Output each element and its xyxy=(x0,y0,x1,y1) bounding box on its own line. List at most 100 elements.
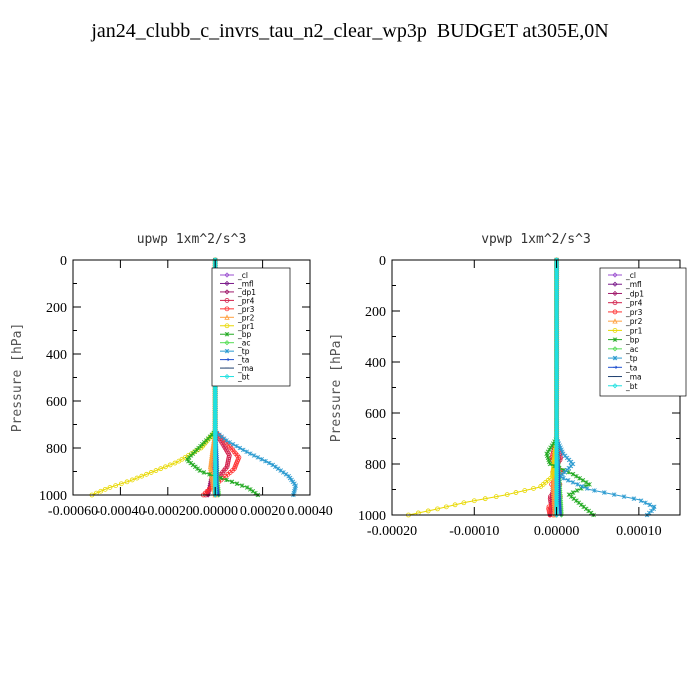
data-point xyxy=(144,471,149,477)
x-tick-label: -0.00040 xyxy=(95,504,145,519)
panel-title: vpwp 1xm^2/s^3 xyxy=(481,232,591,247)
data-point xyxy=(583,480,589,485)
series-pr1 xyxy=(89,257,218,498)
data-point xyxy=(577,475,582,481)
y-tick-label: 600 xyxy=(365,407,386,422)
data-point xyxy=(229,479,235,485)
data-point xyxy=(251,453,257,458)
data-point xyxy=(574,488,580,493)
legend: _cl_mfl_dp1_pr4_pr3_pr2_pr1_bp_ac_tp_ta_… xyxy=(599,267,687,397)
y-tick-label: 1000 xyxy=(358,509,386,524)
legend-marker xyxy=(224,323,230,329)
data-point xyxy=(113,483,119,488)
data-point xyxy=(574,473,579,479)
data-point xyxy=(204,488,210,494)
data-point xyxy=(283,472,289,477)
legend-marker xyxy=(612,281,618,287)
legend-entry: _ta xyxy=(625,363,637,372)
x-tick-label: 0.00010 xyxy=(616,524,662,539)
legend-marker xyxy=(612,318,618,324)
data-point xyxy=(247,451,253,456)
data-point xyxy=(124,479,130,485)
x-tick-label: 0.00020 xyxy=(240,504,286,519)
legend-entry: _pr4 xyxy=(625,299,643,308)
legend-entry: _tp xyxy=(237,347,250,356)
legend-marker xyxy=(612,309,618,315)
data-point xyxy=(584,486,590,491)
data-point xyxy=(587,482,592,487)
legend-marker xyxy=(224,297,230,303)
legend-entry: _pr3 xyxy=(625,308,643,317)
legend-marker xyxy=(224,340,230,346)
data-point xyxy=(234,481,240,487)
legend-marker xyxy=(612,300,618,306)
data-point xyxy=(643,500,648,506)
data-point xyxy=(231,466,237,472)
data-point xyxy=(602,490,607,495)
legend-entry: _ta xyxy=(237,356,249,365)
data-point xyxy=(513,490,519,495)
data-point xyxy=(230,468,235,473)
data-point xyxy=(237,445,243,451)
x-tick-label: -0.00020 xyxy=(143,504,193,519)
legend-marker xyxy=(224,272,230,278)
data-point xyxy=(545,477,551,483)
data-point xyxy=(107,485,113,490)
data-point xyxy=(255,455,261,460)
data-point xyxy=(543,479,549,485)
legend-entry: _dp1 xyxy=(237,288,256,297)
data-point xyxy=(266,460,272,466)
x-tick-label: 0.00040 xyxy=(287,504,333,519)
y-axis-label: Pressure [hPa] xyxy=(329,333,344,443)
data-point xyxy=(102,486,108,492)
legend-entry: _pr1 xyxy=(237,322,255,331)
figure-title: jan24_clubb_c_invrs_tau_n2_clear_wp3p BU… xyxy=(91,20,609,42)
data-point xyxy=(540,482,546,487)
legend-entry: _bp xyxy=(237,330,252,339)
series-line-pr1 xyxy=(408,260,558,516)
data-point xyxy=(592,488,597,493)
data-point xyxy=(443,504,449,510)
data-point xyxy=(631,496,637,501)
data-point xyxy=(134,475,140,481)
x-tick-label: -0.00060 xyxy=(48,504,98,519)
data-point xyxy=(167,462,173,468)
x-tick-label: 0.00000 xyxy=(534,524,580,539)
y-tick-label: 200 xyxy=(365,305,386,320)
data-point xyxy=(425,508,431,514)
legend-marker xyxy=(612,383,618,389)
y-tick-label: 400 xyxy=(365,356,386,371)
data-point xyxy=(250,488,256,494)
data-point xyxy=(158,466,164,472)
data-point xyxy=(223,473,229,479)
legend-entry: _cl xyxy=(237,271,248,280)
data-point xyxy=(201,470,207,475)
legend-marker xyxy=(224,280,230,287)
data-point xyxy=(452,502,458,508)
data-point xyxy=(227,440,232,445)
legend-marker xyxy=(612,327,618,333)
data-point xyxy=(611,492,617,497)
data-point xyxy=(548,475,554,481)
data-point xyxy=(220,470,225,475)
data-point xyxy=(148,470,154,475)
y-tick-label: 200 xyxy=(46,301,67,316)
legend-marker xyxy=(224,314,230,320)
legend-marker xyxy=(613,365,618,369)
data-point xyxy=(547,461,553,467)
data-point xyxy=(153,468,159,473)
legend-entry: _pr4 xyxy=(237,296,255,305)
y-tick-label: 1000 xyxy=(39,489,67,504)
data-point xyxy=(240,447,246,453)
data-point xyxy=(493,494,499,500)
legend-entry: _ma xyxy=(625,373,642,382)
legend-marker xyxy=(224,306,230,312)
legend-entry: _ma xyxy=(237,364,254,373)
data-point xyxy=(281,470,286,475)
legend-marker xyxy=(612,355,618,361)
legend-marker xyxy=(224,373,230,380)
data-point xyxy=(232,464,238,470)
data-point xyxy=(546,504,552,510)
y-tick-label: 0 xyxy=(379,254,386,269)
